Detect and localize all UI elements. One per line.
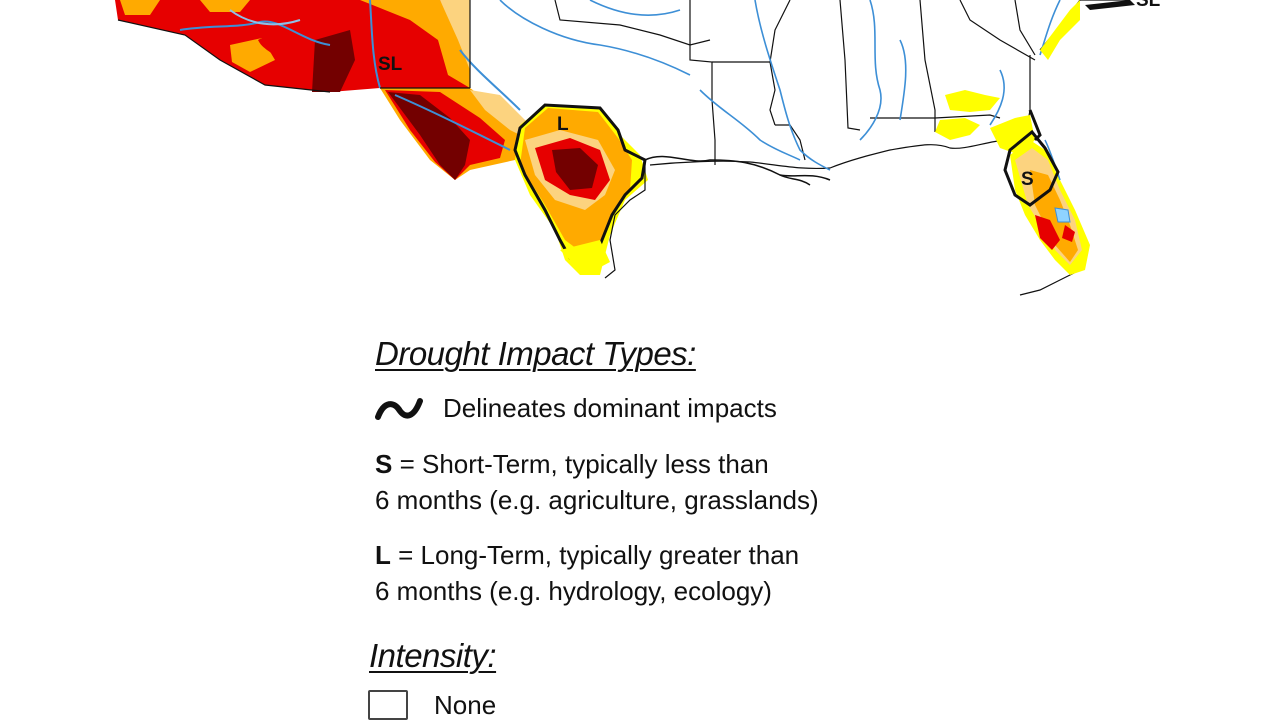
short-term-letter: S (375, 449, 393, 479)
south-texas-drought-region (513, 103, 648, 275)
delineates-text: Delineates dominant impacts (443, 393, 777, 423)
intensity-heading: Intensity: (369, 637, 497, 674)
long-term-description: = Long-Term, typically greater than (390, 540, 800, 570)
carolina-drought-region (1040, 0, 1135, 60)
long-term-letter: L (375, 540, 391, 570)
map-label-l-texas: L (557, 114, 569, 135)
drought-map: SL L S SL (115, 0, 1161, 296)
impact-boundary-icon (375, 398, 423, 420)
map-label-s-florida: S (1021, 169, 1034, 190)
southeast-drought-region (935, 90, 1035, 155)
intensity-label-none: None (434, 690, 497, 720)
coastline (644, 155, 831, 186)
southwest-drought-region (115, 0, 470, 92)
short-term-line-2: 6 months (e.g. agriculture, grasslands) (375, 485, 819, 515)
map-label-sl-east-cut: SL (1136, 0, 1161, 11)
impact-types-heading: Drought Impact Types: (375, 335, 696, 372)
short-term-description: = Short-Term, typically less than (392, 449, 769, 479)
map-label-sl-southwest: SL (378, 54, 403, 75)
rivers (499, 0, 1061, 171)
long-term-line-1: L = Long-Term, typically greater than (375, 540, 799, 571)
short-term-line-1: S = Short-Term, typically less than (375, 449, 769, 480)
florida-drought-region (1003, 109, 1090, 275)
rio-grande-drought-region (380, 49, 530, 180)
intensity-swatch-none (368, 690, 408, 720)
long-term-line-2: 6 months (e.g. hydrology, ecology) (375, 576, 772, 606)
